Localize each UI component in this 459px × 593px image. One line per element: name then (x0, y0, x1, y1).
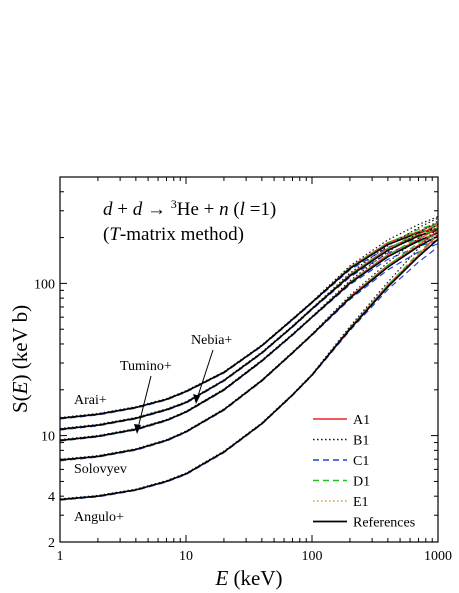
x-tick-label: 1000 (424, 549, 452, 564)
label-solovyev: Solovyev (74, 462, 127, 477)
ylabel-prefix: S( (8, 394, 32, 413)
curve-annotations: Arai+ Tumino+ Nebia+ Solovyev Angulo+ (74, 333, 232, 525)
x-tick-label: 10 (179, 549, 193, 564)
arrow-nebia (195, 349, 214, 403)
legend-label-a1: A1 (353, 413, 370, 428)
title-n: n (219, 199, 229, 220)
legend-label-e1: E1 (353, 495, 369, 510)
title-l: l (240, 199, 245, 220)
x-tick-label: 1 (57, 549, 64, 564)
xlabel-var: E (214, 566, 228, 590)
model-curve-d1 (59, 222, 439, 419)
y-tick-label: 10 (41, 430, 55, 445)
legend: A1 B1 C1 D1 E1 References (313, 413, 415, 531)
y-tick-label: 2 (48, 536, 55, 551)
chart-title-line1: d + d → 3He + n (l =1) (103, 197, 276, 220)
y-axis-label: S(E) (keV b) (8, 305, 32, 413)
title-arrow: → (142, 199, 171, 220)
legend-label-b1: B1 (353, 434, 369, 449)
title-open: ( (229, 199, 240, 220)
title-eq: =1) (245, 199, 276, 220)
arrow-tumino (136, 375, 152, 433)
y-tick-label: 4 (48, 490, 55, 505)
ylabel-unit: (keV b) (8, 305, 32, 375)
reference-curve (59, 227, 439, 420)
ylabel-var: E (8, 381, 32, 395)
x-axis-label: E (keV) (214, 566, 282, 590)
legend-label-d1: D1 (353, 475, 370, 490)
ylabel-suffix: ) (8, 375, 32, 382)
label-tumino: Tumino+ (120, 359, 172, 374)
arrow-nebia-head (193, 394, 200, 404)
title-plus2: + (199, 199, 219, 220)
title-sup: 3 (171, 197, 177, 211)
label-arai: Arai+ (74, 393, 107, 408)
label-angulo: Angulo+ (74, 510, 124, 525)
title-d1: d (103, 199, 113, 220)
title-d2: d (133, 199, 143, 220)
y-tick-label: 100 (34, 277, 55, 292)
chart-title-line2: (T-matrix method) (103, 224, 244, 245)
x-tick-label: 100 (302, 549, 323, 564)
reference-curve (59, 229, 439, 431)
reference-curve (59, 235, 439, 461)
legend-label-c1: C1 (353, 454, 369, 469)
reference-curve (59, 238, 439, 501)
title2-T: T (109, 224, 121, 245)
title-he: He (177, 199, 199, 220)
title-plus1: + (113, 199, 133, 220)
label-nebia: Nebia+ (191, 333, 232, 348)
title2-open: ( (103, 224, 109, 245)
axis-ticks (59, 176, 438, 543)
title2-rest: -matrix method) (120, 224, 244, 245)
xlabel-unit: (keV) (228, 566, 282, 590)
axis-tick-labels: 1 10 100 1000 2 4 10 100 (34, 277, 452, 564)
plot-frame (59, 176, 439, 543)
legend-label-references: References (353, 516, 415, 531)
arrow-tumino-head (134, 424, 141, 434)
